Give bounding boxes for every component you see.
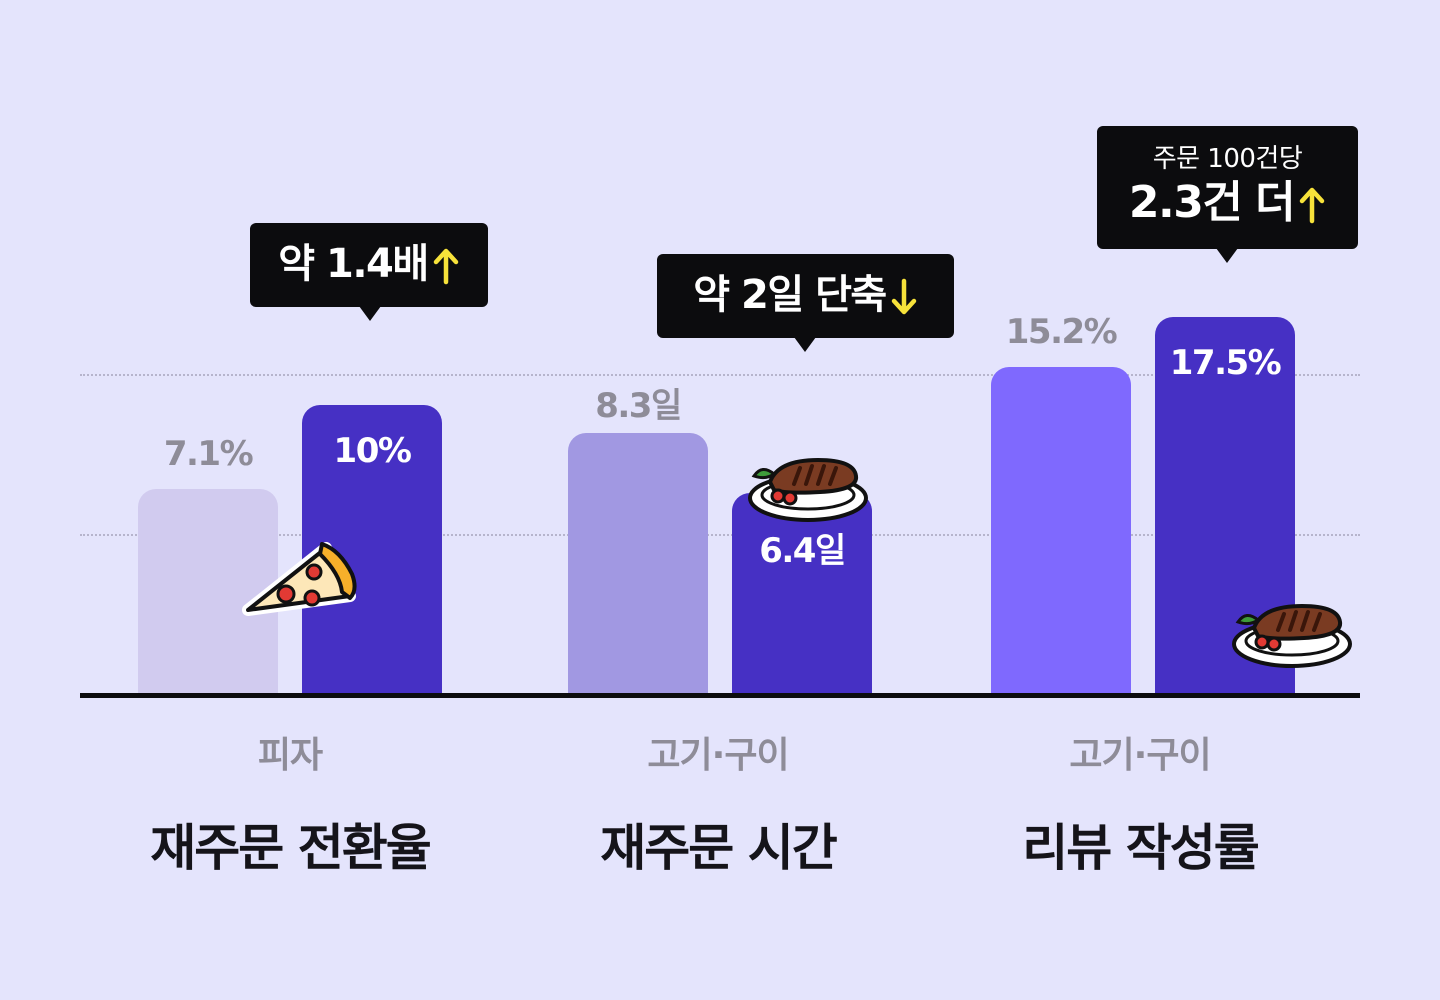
bar-before <box>991 366 1131 694</box>
category-label: 고기·구이 <box>1069 735 1211 776</box>
metric-label: 재주문 전환율 <box>150 819 431 877</box>
data-label: 6.4일 <box>759 530 846 571</box>
bar-before <box>568 432 708 694</box>
callout-text: 약 2일 단축 <box>657 268 954 322</box>
x-axis-line <box>80 693 1360 698</box>
bar-after <box>732 492 872 694</box>
gridline <box>80 534 1360 536</box>
category-label: 고기·구이 <box>647 735 789 776</box>
callout-badge: 약 1.4배 <box>250 223 488 307</box>
callout-text: 약 1.4배 <box>250 237 488 291</box>
steak-plate-sticker-icon <box>748 452 870 526</box>
callout-text: 2.3건 더 <box>1097 175 1358 231</box>
arrow-up-icon <box>1299 187 1325 224</box>
steak-plate-sticker-icon <box>1232 598 1354 672</box>
category-label: 피자 <box>257 735 323 776</box>
callout-value: 2.3건 더 <box>1128 177 1296 228</box>
pizza-sticker-icon <box>242 540 358 628</box>
data-label: 17.5% <box>1169 343 1282 384</box>
data-label: 15.2% <box>1005 311 1118 352</box>
arrow-up-icon <box>433 248 458 285</box>
callout-subtext: 주문 100건당 <box>1152 144 1303 174</box>
data-label: 7.1% <box>163 433 254 474</box>
callout-value: 약 2일 단축 <box>693 272 887 318</box>
metric-label: 재주문 시간 <box>600 819 837 877</box>
data-label: 10% <box>333 430 412 471</box>
bar-before <box>138 488 278 694</box>
metric-label: 리뷰 작성률 <box>1022 819 1259 877</box>
callout-badge: 주문 100건당 2.3건 더 <box>1097 126 1358 249</box>
data-label: 8.3일 <box>595 385 682 426</box>
callout-value: 약 1.4배 <box>278 241 429 287</box>
callout-badge: 약 2일 단축 <box>657 254 954 338</box>
gridline <box>80 374 1360 376</box>
arrow-down-icon <box>891 278 916 315</box>
